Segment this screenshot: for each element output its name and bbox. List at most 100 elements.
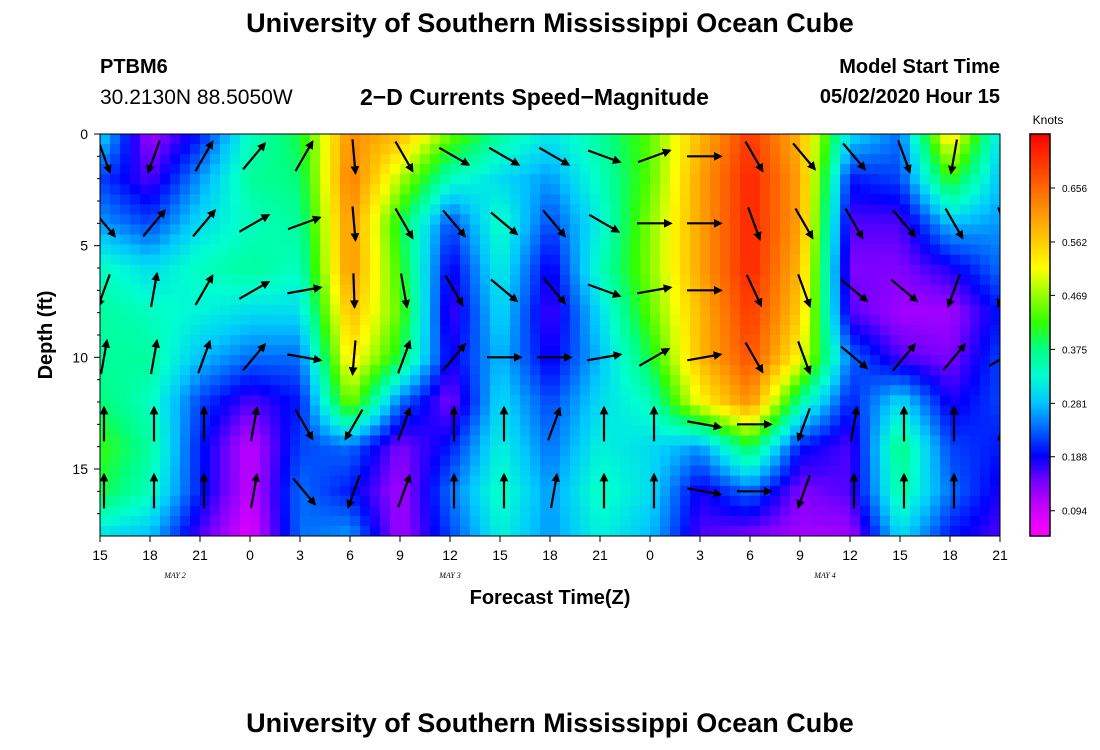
heatmap-cell [940,415,951,427]
heatmap-cell [680,475,691,487]
heatmap-cell [800,134,811,145]
heatmap-cell [700,234,711,246]
heatmap-cell [200,405,211,416]
heatmap-cell [480,244,491,256]
heatmap-cell [750,525,761,536]
heatmap-cell [330,495,341,507]
heatmap-cell [410,254,421,266]
current-vector [438,146,471,166]
heatmap-cell [850,164,861,175]
heatmap-cell [110,294,121,306]
heatmap-cell [300,475,311,487]
heatmap-cell [750,415,761,427]
heatmap-cell [650,395,661,406]
heatmap-cell [850,505,861,517]
heatmap-cell [550,345,561,356]
heatmap-cell [100,314,111,326]
heatmap-cell [140,204,151,215]
heatmap-cell [350,184,361,195]
heatmap-cell [970,324,981,336]
heatmap-cell [730,425,741,437]
heatmap-cell [370,204,381,215]
heatmap-cell [130,194,141,205]
heatmap-cell [380,164,391,175]
heatmap-cell [290,154,301,165]
heatmap-cell [160,495,171,507]
heatmap-cell [190,375,201,386]
heatmap-cell [280,495,291,507]
heatmap-cell [100,304,111,316]
heatmap-cell [100,134,111,145]
heatmap-cell [820,294,831,306]
heatmap-cell [990,264,1000,276]
heatmap-cell [630,314,641,326]
heatmap-cell [430,254,441,266]
current-vector [797,273,812,308]
heatmap-cell [140,324,151,336]
heatmap-cell [380,475,391,487]
heatmap-cell [230,214,241,226]
heatmap-cell [620,525,631,536]
heatmap-cell [760,174,771,185]
heatmap-cell [110,244,121,256]
heatmap-cell [940,294,951,306]
heatmap-cell [500,365,511,376]
heatmap-cell [520,405,531,416]
heatmap-cell [120,345,131,356]
heatmap-cell [900,335,911,346]
heatmap-cell [720,505,731,517]
heatmap-cell [270,274,281,286]
heatmap-cell [460,385,471,396]
current-vector [238,280,271,300]
heatmap-cell [260,194,271,205]
heatmap-cell [810,274,821,286]
heatmap-cell [870,485,881,497]
heatmap-cell [500,254,511,266]
heatmap-cell [820,385,831,396]
heatmap-cell [740,224,751,236]
heatmap-cell [340,495,351,507]
heatmap-cell [310,375,321,386]
heatmap-cell [100,475,111,487]
heatmap-cell [380,224,391,236]
heatmap-cell [740,204,751,215]
colorbar-tick-label: 0.656 [1062,184,1087,195]
heatmap-cell [500,475,511,487]
heatmap-cell [180,385,191,396]
heatmap-cell [460,314,471,326]
heatmap-cell [540,224,551,236]
heatmap-cell [730,365,741,376]
heatmap-cell [680,455,691,467]
heatmap-cell [460,324,471,336]
heatmap-cell [700,154,711,165]
heatmap-cell [490,154,501,165]
heatmap-cell [630,365,641,376]
heatmap-cell [930,445,941,457]
heatmap-cell [440,264,451,276]
heatmap-cell [520,244,531,256]
current-vector [249,472,261,509]
heatmap-cell [340,134,351,145]
heatmap-cell [340,455,351,467]
heatmap-cell [350,405,361,416]
heatmap-cell [440,174,451,185]
heatmap-cell [180,525,191,536]
x-axis-label: Forecast Time(Z) [470,587,631,609]
heatmap-cell [440,515,451,527]
heatmap-cell [610,164,621,175]
heatmap-cell [510,495,521,507]
heatmap-cell [850,174,861,185]
heatmap-cell [580,234,591,246]
heatmap-cell [450,324,461,336]
heatmap-cell [360,144,371,155]
heatmap-cell [630,154,641,165]
heatmap-cell [120,485,131,497]
heatmap-cell [110,375,121,386]
heatmap-cell [580,445,591,457]
heatmap-cell [230,475,241,487]
heatmap-cell [640,264,651,276]
heatmap-cell [620,515,631,527]
heatmap-cell [140,224,151,236]
heatmap-cell [640,204,651,215]
current-vector [892,209,917,238]
